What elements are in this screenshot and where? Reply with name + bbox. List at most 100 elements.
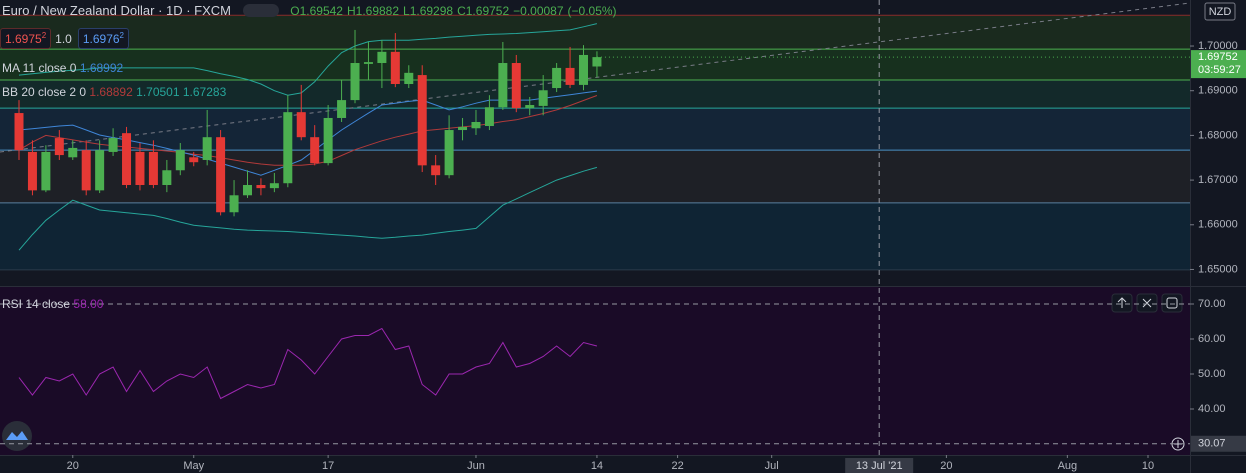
rsi-value: 58.00 xyxy=(73,297,104,311)
crosshair-value-label: 30.07 xyxy=(1198,438,1226,450)
x-tick-label: 20 xyxy=(940,460,952,472)
candle-body xyxy=(471,121,481,129)
currency-badge xyxy=(1204,2,1236,21)
readout-item: O1.69542 xyxy=(290,4,343,18)
buy-button[interactable]: 1.69762 xyxy=(77,28,129,49)
candle-body xyxy=(417,75,427,166)
readout-item: (−0.05%) xyxy=(567,4,617,18)
level-zone xyxy=(0,15,1190,50)
maximize-button[interactable] xyxy=(1161,293,1183,313)
candle-body xyxy=(162,170,172,186)
bb-upper-line xyxy=(18,23,598,96)
candle-body xyxy=(229,195,239,213)
candle-body xyxy=(498,63,508,108)
candle-body xyxy=(431,165,441,176)
y-tick-label: 1.69000 xyxy=(1198,85,1238,97)
rsi-y-tick-label: 60.00 xyxy=(1198,333,1226,345)
x-tick-label: May xyxy=(183,460,204,472)
x-tick-label: Jul xyxy=(765,460,779,472)
header: Euro / New Zealand Dollar · 1D · FXCM O1… xyxy=(2,3,621,18)
x-tick-label: 22 xyxy=(671,460,683,472)
x-tick-label: Jun xyxy=(467,460,485,472)
candle-body xyxy=(242,185,252,196)
candle-body xyxy=(122,133,132,186)
bb-lower-line xyxy=(18,166,598,251)
candle-body xyxy=(458,126,468,131)
candle-body xyxy=(377,51,387,64)
y-tick-label: 1.66000 xyxy=(1198,219,1238,231)
crosshair-time-box xyxy=(845,458,914,473)
candle-body xyxy=(390,51,400,85)
x-tick-label: 14 xyxy=(591,460,603,472)
candle-body xyxy=(81,150,91,191)
ma-label: MA 11 close 0 xyxy=(2,61,77,75)
x-tick-label: 20 xyxy=(67,460,79,472)
candle-body xyxy=(202,137,212,160)
candle-body xyxy=(148,151,158,186)
candle-body xyxy=(41,151,51,191)
readout-item: −0.00087 xyxy=(513,4,564,18)
symbol-title: Euro / New Zealand Dollar · 1D · FXCM xyxy=(2,3,232,18)
candle-body xyxy=(592,57,602,67)
pane-controls xyxy=(1111,293,1185,451)
candle-body xyxy=(135,151,145,186)
level-zone xyxy=(0,79,1190,109)
readout-item: C1.69752 xyxy=(457,4,510,18)
candle-body xyxy=(27,151,37,191)
countdown-label: 03:59:27 xyxy=(1198,64,1241,76)
candle-body xyxy=(269,183,279,189)
candle-body xyxy=(323,117,333,164)
candle-body xyxy=(552,67,562,89)
y-tick-label: 1.65000 xyxy=(1198,263,1238,275)
crosshair-time-label: 13 Jul '21 xyxy=(856,460,903,472)
currency-label: NZD xyxy=(1209,6,1232,18)
readout-item: L1.69298 xyxy=(403,4,454,18)
bb-lower-value: 1.67283 xyxy=(182,85,227,99)
candle-body xyxy=(175,150,185,171)
sell-pip: 2 xyxy=(41,31,47,40)
level-zone xyxy=(0,202,1190,270)
buy-pip: 2 xyxy=(119,31,124,40)
candle-body xyxy=(95,150,105,191)
last-price-label: 1.69752 xyxy=(1198,51,1238,63)
candle-body xyxy=(68,147,78,158)
candle-body xyxy=(256,185,266,189)
rsi-legend: RSI 14 close 58.00 xyxy=(2,297,103,311)
bb-legend: BB 20 close 2 0 1.68892 1.70501 1.67283 xyxy=(2,85,226,99)
y-tick-label: 1.70000 xyxy=(1198,40,1238,52)
sell-price: 1.6975 xyxy=(5,32,42,46)
candle-body xyxy=(283,112,293,184)
y-tick-label: 1.68000 xyxy=(1198,129,1238,141)
trade-buttons: 1.69752 1.0 1.69762 xyxy=(0,28,133,49)
logo xyxy=(2,421,32,451)
candle-body xyxy=(404,72,414,85)
candle-body xyxy=(565,67,575,85)
rsi-pane xyxy=(0,287,1190,455)
level-zone xyxy=(0,108,1190,151)
bb-upper-value: 1.70501 xyxy=(136,85,180,99)
ohlc-readout: O1.69542 H1.69882 L1.69298 C1.69752 −0.00087… xyxy=(290,4,620,18)
candle-body xyxy=(525,105,535,109)
last-price-box xyxy=(1191,50,1246,79)
level-zone xyxy=(0,150,1190,203)
candle-body xyxy=(189,157,199,163)
x-tick-label: 17 xyxy=(322,460,334,472)
sell-button[interactable]: 1.69752 xyxy=(0,28,52,49)
candle-body xyxy=(350,63,360,101)
x-tick-label: Aug xyxy=(1058,460,1078,472)
rsi-y-tick-label: 70.00 xyxy=(1198,298,1226,310)
crosshair-value-box xyxy=(1191,435,1246,452)
status-icons[interactable] xyxy=(242,4,279,17)
spread: 1.0 xyxy=(55,32,72,46)
candle-body xyxy=(363,62,373,64)
candle-body xyxy=(337,100,347,118)
candle-body xyxy=(216,137,226,213)
candle-body xyxy=(484,107,494,127)
candle-body xyxy=(54,138,64,156)
y-tick-label: 1.67000 xyxy=(1198,174,1238,186)
level-zone xyxy=(0,269,1190,286)
bb-label: BB 20 close 2 0 xyxy=(2,85,87,99)
buy-price: 1.6976 xyxy=(82,32,120,46)
